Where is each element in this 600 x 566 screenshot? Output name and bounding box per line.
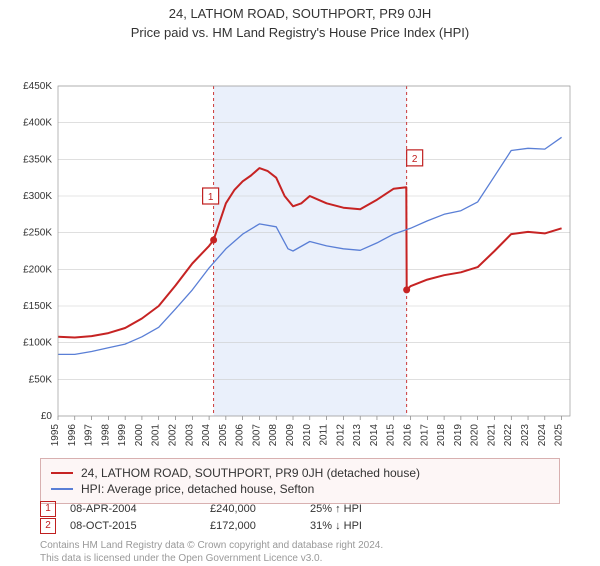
- table-row: 1 08-APR-2004 £240,000 25% ↑ HPI: [40, 500, 560, 517]
- svg-text:2010: 2010: [302, 424, 313, 447]
- svg-text:2020: 2020: [470, 424, 481, 447]
- svg-text:2017: 2017: [419, 424, 430, 447]
- svg-text:2005: 2005: [218, 424, 229, 447]
- svg-text:1: 1: [208, 192, 214, 203]
- svg-text:£350K: £350K: [23, 154, 52, 165]
- footer-line: This data is licensed under the Open Gov…: [40, 553, 383, 566]
- legend-label: HPI: Average price, detached house, Seft…: [81, 482, 314, 496]
- legend-swatch: [51, 472, 73, 474]
- page-subtitle: Price paid vs. HM Land Registry's House …: [0, 25, 600, 40]
- svg-text:2015: 2015: [386, 424, 397, 447]
- svg-text:£50K: £50K: [29, 374, 53, 385]
- legend-item: 24, LATHOM ROAD, SOUTHPORT, PR9 0JH (det…: [51, 465, 549, 481]
- footer-attribution: Contains HM Land Registry data © Crown c…: [40, 540, 383, 565]
- svg-text:2025: 2025: [554, 424, 565, 447]
- legend-item: HPI: Average price, detached house, Seft…: [51, 481, 549, 497]
- marker-ref-icon: 1: [40, 501, 56, 517]
- svg-text:2006: 2006: [235, 424, 246, 447]
- cell-pct: 25% ↑ HPI: [310, 503, 450, 515]
- cell-date: 08-OCT-2015: [70, 520, 210, 532]
- cell-price: £240,000: [210, 503, 310, 515]
- svg-text:2012: 2012: [335, 424, 346, 447]
- svg-text:1999: 1999: [117, 424, 128, 447]
- svg-text:£400K: £400K: [23, 118, 52, 129]
- svg-text:2003: 2003: [184, 424, 195, 447]
- svg-text:£300K: £300K: [23, 191, 52, 202]
- svg-text:2019: 2019: [453, 424, 464, 447]
- svg-text:2014: 2014: [369, 424, 380, 447]
- svg-text:£200K: £200K: [23, 264, 52, 275]
- cell-pct: 31% ↓ HPI: [310, 520, 450, 532]
- transaction-table: 1 08-APR-2004 £240,000 25% ↑ HPI 2 08-OC…: [40, 500, 560, 534]
- svg-text:2016: 2016: [403, 424, 414, 447]
- svg-text:£250K: £250K: [23, 228, 52, 239]
- page-title: 24, LATHOM ROAD, SOUTHPORT, PR9 0JH: [0, 6, 600, 21]
- svg-text:1996: 1996: [67, 424, 78, 447]
- svg-text:2000: 2000: [134, 424, 145, 447]
- svg-text:2007: 2007: [251, 424, 262, 447]
- footer-line: Contains HM Land Registry data © Crown c…: [40, 540, 383, 553]
- svg-text:2011: 2011: [319, 424, 330, 446]
- svg-text:2001: 2001: [151, 424, 162, 447]
- svg-text:1997: 1997: [84, 424, 95, 447]
- svg-text:2021: 2021: [486, 424, 497, 447]
- svg-text:£0: £0: [41, 411, 53, 422]
- svg-text:£450K: £450K: [23, 81, 52, 92]
- line-chart: £0 £50K £100K £150K £200K £250K £300K £350K £400…: [0, 40, 600, 448]
- svg-text:2002: 2002: [168, 424, 179, 447]
- svg-text:2018: 2018: [436, 424, 447, 447]
- svg-text:2009: 2009: [285, 424, 296, 447]
- cell-date: 08-APR-2004: [70, 503, 210, 515]
- marker-ref-icon: 2: [40, 518, 56, 534]
- svg-text:2022: 2022: [503, 424, 514, 447]
- svg-text:2004: 2004: [201, 424, 212, 447]
- cell-price: £172,000: [210, 520, 310, 532]
- legend-label: 24, LATHOM ROAD, SOUTHPORT, PR9 0JH (det…: [81, 466, 420, 480]
- svg-text:1995: 1995: [50, 424, 61, 447]
- svg-text:2024: 2024: [537, 424, 548, 447]
- svg-text:1998: 1998: [100, 424, 111, 447]
- svg-text:2013: 2013: [352, 424, 363, 447]
- legend: 24, LATHOM ROAD, SOUTHPORT, PR9 0JH (det…: [40, 458, 560, 504]
- svg-text:£100K: £100K: [23, 338, 52, 349]
- svg-text:2023: 2023: [520, 424, 531, 447]
- legend-swatch: [51, 488, 73, 490]
- svg-text:£150K: £150K: [23, 301, 52, 312]
- svg-text:2: 2: [412, 154, 418, 165]
- svg-text:2008: 2008: [268, 424, 279, 447]
- table-row: 2 08-OCT-2015 £172,000 31% ↓ HPI: [40, 517, 560, 534]
